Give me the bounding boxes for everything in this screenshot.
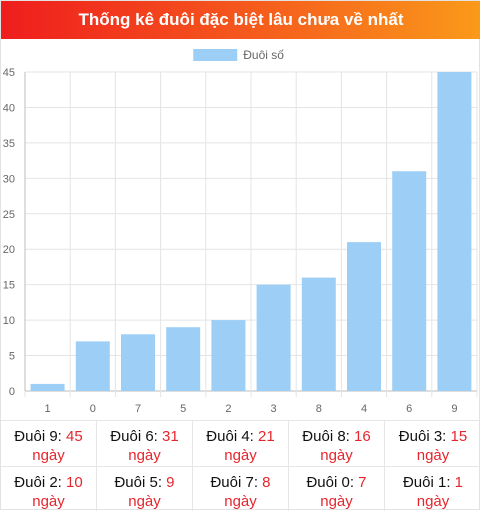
stat-cell: Đuôi 6: 31 ngày: [97, 420, 193, 466]
stat-cell: Đuôi 3: 15 ngày: [385, 420, 480, 466]
stat-value: 8: [262, 474, 271, 491]
stat-unit: ngày: [320, 493, 353, 510]
bar-2: [211, 320, 246, 391]
bar-3: [256, 284, 291, 391]
stat-cell: Đuôi 9: 45 ngày: [1, 420, 97, 466]
bar-6: [392, 171, 427, 391]
stat-unit: ngày: [224, 493, 257, 510]
y-tick-label: 20: [3, 244, 15, 256]
x-tick-label: 4: [361, 403, 367, 415]
stat-label: Đuôi 5:: [114, 474, 162, 491]
stat-value: 21: [258, 428, 275, 445]
stat-unit: ngày: [416, 447, 450, 464]
x-tick-label: 8: [316, 403, 322, 415]
stat-label: Đuôi 7:: [210, 474, 258, 491]
legend-label: Đuôi số: [243, 48, 284, 62]
bar-4: [347, 242, 381, 391]
stat-unit: ngày: [32, 447, 65, 464]
stat-cell: Đuôi 0: 7 ngày: [289, 466, 385, 511]
bar-7: [121, 334, 155, 391]
stat-cell: Đuôi 4: 21 ngày: [193, 420, 289, 466]
stat-unit: ngày: [320, 447, 353, 464]
y-tick-label: 10: [3, 315, 15, 327]
x-tick-label: 0: [90, 403, 96, 415]
stat-unit: ngày: [224, 447, 257, 464]
chart-area: 0 5 10 15 20 25 30 35 40 45 1 0 7 5 2 3 8 4 6 9 Đuôi số: [1, 39, 480, 421]
x-tick-label: 1: [45, 403, 51, 415]
stat-cell: Đuôi 5: 9 ngày: [97, 466, 193, 511]
stat-unit: ngày: [128, 493, 161, 510]
y-tick-label: 25: [3, 209, 15, 221]
stat-value: 16: [354, 428, 371, 445]
stat-cell: Đuôi 1: 1 ngày: [385, 466, 480, 511]
stat-value: 15: [450, 428, 468, 445]
stat-label: Đuôi 4:: [206, 428, 254, 445]
stat-label: Đuôi 2:: [14, 474, 62, 491]
stat-value: 31: [162, 428, 179, 445]
y-tick-label: 15: [3, 280, 15, 292]
stats-grid: Đuôi 9: 45 ngày Đuôi 6: 31 ngày Đuôi 4: 21…: [1, 420, 480, 511]
stat-value: 10: [66, 474, 83, 491]
stat-label: Đuôi 9:: [14, 428, 62, 445]
y-tick-label: 45: [3, 67, 15, 79]
stat-label: Đuôi 6:: [110, 428, 158, 445]
x-tick-label: 9: [451, 403, 457, 415]
x-tick-label: 2: [225, 403, 231, 415]
x-tick-label: 5: [180, 403, 186, 415]
widget-header: Thống kê đuôi đặc biệt lâu chưa về nhất: [1, 1, 480, 39]
bar-1: [30, 383, 65, 391]
widget-title: Thống kê đuôi đặc biệt lâu chưa về nhất: [78, 10, 404, 29]
stat-label: Đuôi 8:: [302, 428, 350, 445]
legend-swatch: [193, 49, 238, 61]
stat-value: 9: [166, 474, 175, 491]
stat-label: Đuôi 1:: [402, 474, 451, 491]
stat-unit: ngày: [416, 493, 450, 510]
stat-cell: Đuôi 8: 16 ngày: [289, 420, 385, 466]
y-tick-label: 35: [3, 138, 15, 150]
y-tick-label: 30: [3, 173, 15, 185]
y-tick-label: 40: [3, 102, 15, 114]
stat-value: 1: [454, 474, 464, 491]
bar-0: [75, 341, 110, 391]
x-tick-label: 3: [271, 403, 277, 415]
x-tick-label: 7: [135, 403, 141, 415]
bar-8: [301, 277, 336, 391]
stat-value: 7: [358, 474, 367, 491]
stat-label: Đuôi 3:: [398, 428, 447, 445]
stat-label: Đuôi 0:: [306, 474, 354, 491]
bar-9: [437, 72, 472, 391]
y-tick-label: 0: [9, 386, 15, 398]
x-tick-label: 6: [406, 403, 412, 415]
stat-cell: Đuôi 2: 10 ngày: [1, 466, 97, 511]
y-tick-label: 5: [9, 351, 15, 363]
stat-value: 45: [66, 428, 83, 445]
stat-unit: ngày: [32, 493, 65, 510]
bar-5: [166, 327, 201, 391]
stat-unit: ngày: [128, 447, 161, 464]
stat-cell: Đuôi 7: 8 ngày: [193, 466, 289, 511]
